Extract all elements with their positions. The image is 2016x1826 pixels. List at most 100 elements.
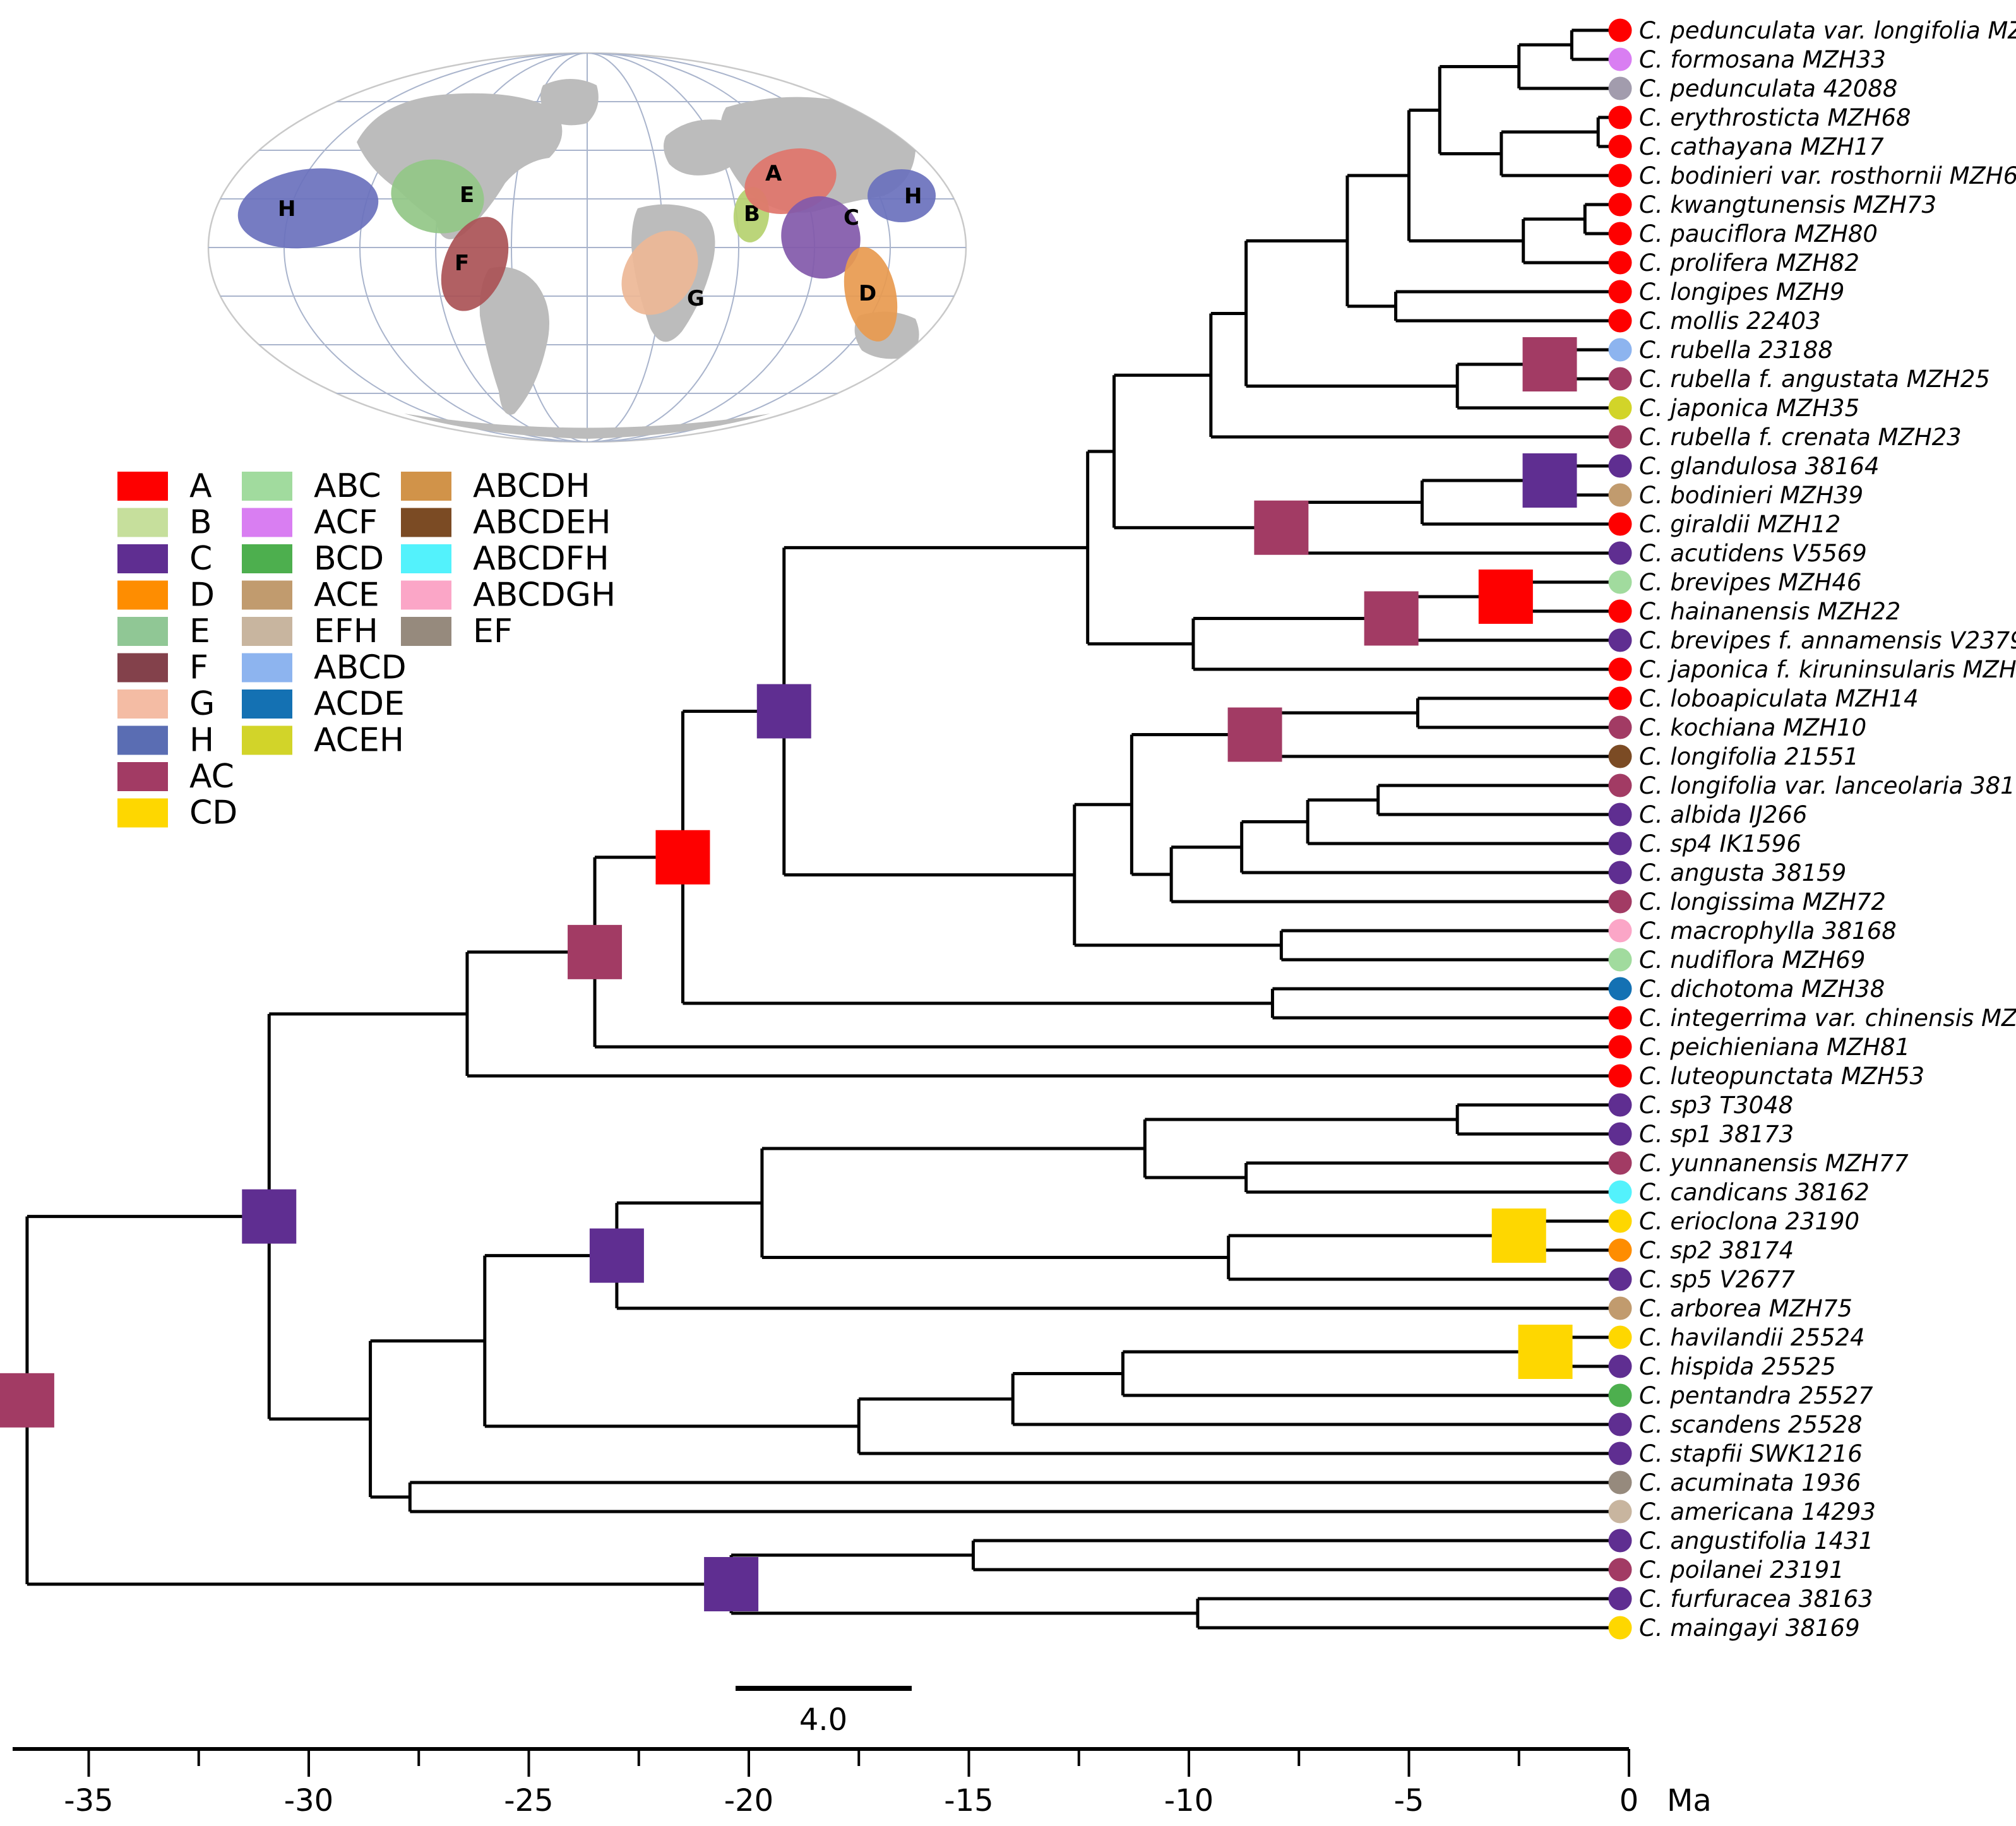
legend-swatch-C <box>117 544 168 573</box>
tip-circle-7 <box>1608 193 1632 217</box>
legend-label-BCD: BCD <box>314 540 384 578</box>
tip-circle-13 <box>1608 367 1632 391</box>
legend-swatch-ACE <box>242 580 292 610</box>
legend-label-ABCDH: ABCDH <box>473 467 590 505</box>
legend-swatch-F <box>117 653 168 683</box>
tip-circle-55 <box>1608 1587 1632 1611</box>
tip-label-30: C. angusta 38159 <box>1639 859 1846 886</box>
tip-circle-26 <box>1608 744 1632 768</box>
tip-label-34: C. dichotoma MZH38 <box>1639 976 1885 1003</box>
node-range-square-C <box>704 1557 759 1611</box>
tip-circle-8 <box>1608 222 1632 246</box>
tip-label-8: C. pauciflora MZH80 <box>1639 220 1878 248</box>
legend-label-AC: AC <box>189 758 234 796</box>
tip-circle-33 <box>1608 948 1632 972</box>
legend-label-F: F <box>189 649 208 687</box>
tip-label-54: C. poilanei 23191 <box>1639 1556 1844 1584</box>
tip-label-35: C. integerrima var. chinensis MZH19 <box>1639 1005 2016 1032</box>
tip-label-7: C. kwangtunensis MZH73 <box>1639 191 1936 218</box>
map-region-C <box>781 196 861 279</box>
legend-swatch-E <box>117 617 168 646</box>
tip-circle-32 <box>1608 919 1632 943</box>
map-region-label-E: E <box>460 182 474 208</box>
scale-bar-group: 4.0 <box>736 1686 912 1738</box>
tip-label-6: C. bodinieri var. rosthornii MZH66 <box>1639 162 2016 189</box>
legend-swatch-CD <box>117 798 168 828</box>
tip-label-36: C. peichieniana MZH81 <box>1639 1034 1910 1061</box>
legend-swatch-ACEH <box>242 725 292 755</box>
tip-circle-24 <box>1608 686 1632 710</box>
axis-tick-label--20: -20 <box>724 1783 773 1818</box>
tip-label-32: C. macrophylla 38168 <box>1639 917 1897 945</box>
legend-label-C: C <box>189 540 212 578</box>
legend-label-EF: EF <box>473 612 513 650</box>
legend-label-ACEH: ACEH <box>314 722 404 760</box>
map-landmass-south-america <box>479 266 549 415</box>
node-range-square-C <box>756 684 811 739</box>
tip-circle-53 <box>1608 1529 1632 1553</box>
axis-tick-label--10: -10 <box>1164 1783 1214 1818</box>
tip-label-46: C. havilandii 25524 <box>1639 1324 1865 1351</box>
tip-circle-46 <box>1608 1325 1632 1349</box>
map-landmass-antarctica <box>404 414 770 439</box>
node-range-square-AC <box>1364 591 1419 646</box>
tip-label-22: C. brevipes f. annamensis V2379 <box>1639 627 2016 654</box>
node-range-square-AC <box>1227 707 1282 762</box>
legend-swatch-EFH <box>242 617 292 646</box>
legend-swatch-ABCDH <box>401 472 451 501</box>
tip-circle-47 <box>1608 1354 1632 1378</box>
tip-label-13: C. rubella f. angustata MZH25 <box>1639 366 1990 393</box>
legend-swatch-AC <box>117 762 168 791</box>
tip-circle-18 <box>1608 512 1632 536</box>
tip-circle-11 <box>1608 309 1632 333</box>
node-range-square-C <box>1522 453 1577 508</box>
tip-circle-1 <box>1608 18 1632 42</box>
map-region-label-H: H <box>904 184 922 209</box>
legend-swatch-ACF <box>242 508 292 537</box>
tip-label-4: C. erythrosticta MZH68 <box>1639 104 1911 131</box>
node-range-square-C <box>242 1189 297 1244</box>
tip-circle-52 <box>1608 1500 1632 1524</box>
tip-label-25: C. kochiana MZH10 <box>1639 714 1866 741</box>
tip-circle-54 <box>1608 1558 1632 1582</box>
tip-label-20: C. brevipes MZH46 <box>1639 569 1861 596</box>
node-range-square-AC <box>0 1373 54 1428</box>
legend-label-EFH: EFH <box>314 612 378 650</box>
legend-label-CD: CD <box>189 794 237 832</box>
tip-circle-35 <box>1608 1006 1632 1030</box>
legend-label-ABC: ABC <box>314 467 381 505</box>
legend-label-D: D <box>189 576 215 614</box>
tip-label-48: C. pentandra 25527 <box>1639 1382 1873 1409</box>
tip-label-33: C. nudiflora MZH69 <box>1639 946 1865 974</box>
tip-label-5: C. cathayana MZH17 <box>1639 133 1884 160</box>
tip-circle-40 <box>1608 1151 1632 1175</box>
map-region-label-F: F <box>455 251 469 276</box>
tip-circle-5 <box>1608 134 1632 158</box>
tip-label-18: C. giraldii MZH12 <box>1639 511 1840 538</box>
tip-circle-36 <box>1608 1035 1632 1059</box>
map-region-label-D: D <box>859 281 876 306</box>
tip-label-56: C. maingayi 38169 <box>1639 1614 1860 1642</box>
tip-label-27: C. longifolia var. lanceolaria 38166 <box>1639 772 2016 799</box>
tip-label-45: C. arborea MZH75 <box>1639 1295 1852 1322</box>
tip-circle-6 <box>1608 164 1632 188</box>
tip-label-14: C. japonica MZH35 <box>1639 395 1859 422</box>
tip-circle-31 <box>1608 890 1632 914</box>
tip-label-10: C. longipes MZH9 <box>1639 278 1844 306</box>
time-axis: Ma -35 -30 -25 -20 -15 -10 -5 0 <box>13 1747 1712 1818</box>
legend-label-ACE: ACE <box>314 576 379 614</box>
legend-swatch-ACDE <box>242 689 292 719</box>
tip-circle-37 <box>1608 1064 1632 1088</box>
tip-label-1: C. pedunculata var. longifolia MZH74 <box>1639 17 2016 44</box>
tip-circle-28 <box>1608 803 1632 826</box>
phylo-tree: C. pedunculata var. longifolia MZH74C. f… <box>0 17 2016 1642</box>
legend-label-B: B <box>189 504 212 542</box>
map-region-H <box>237 168 379 249</box>
tip-circle-3 <box>1608 76 1632 100</box>
tip-label-51: C. acuminata 1936 <box>1639 1469 1861 1496</box>
tip-circle-48 <box>1608 1383 1632 1407</box>
tip-circle-45 <box>1608 1296 1632 1320</box>
